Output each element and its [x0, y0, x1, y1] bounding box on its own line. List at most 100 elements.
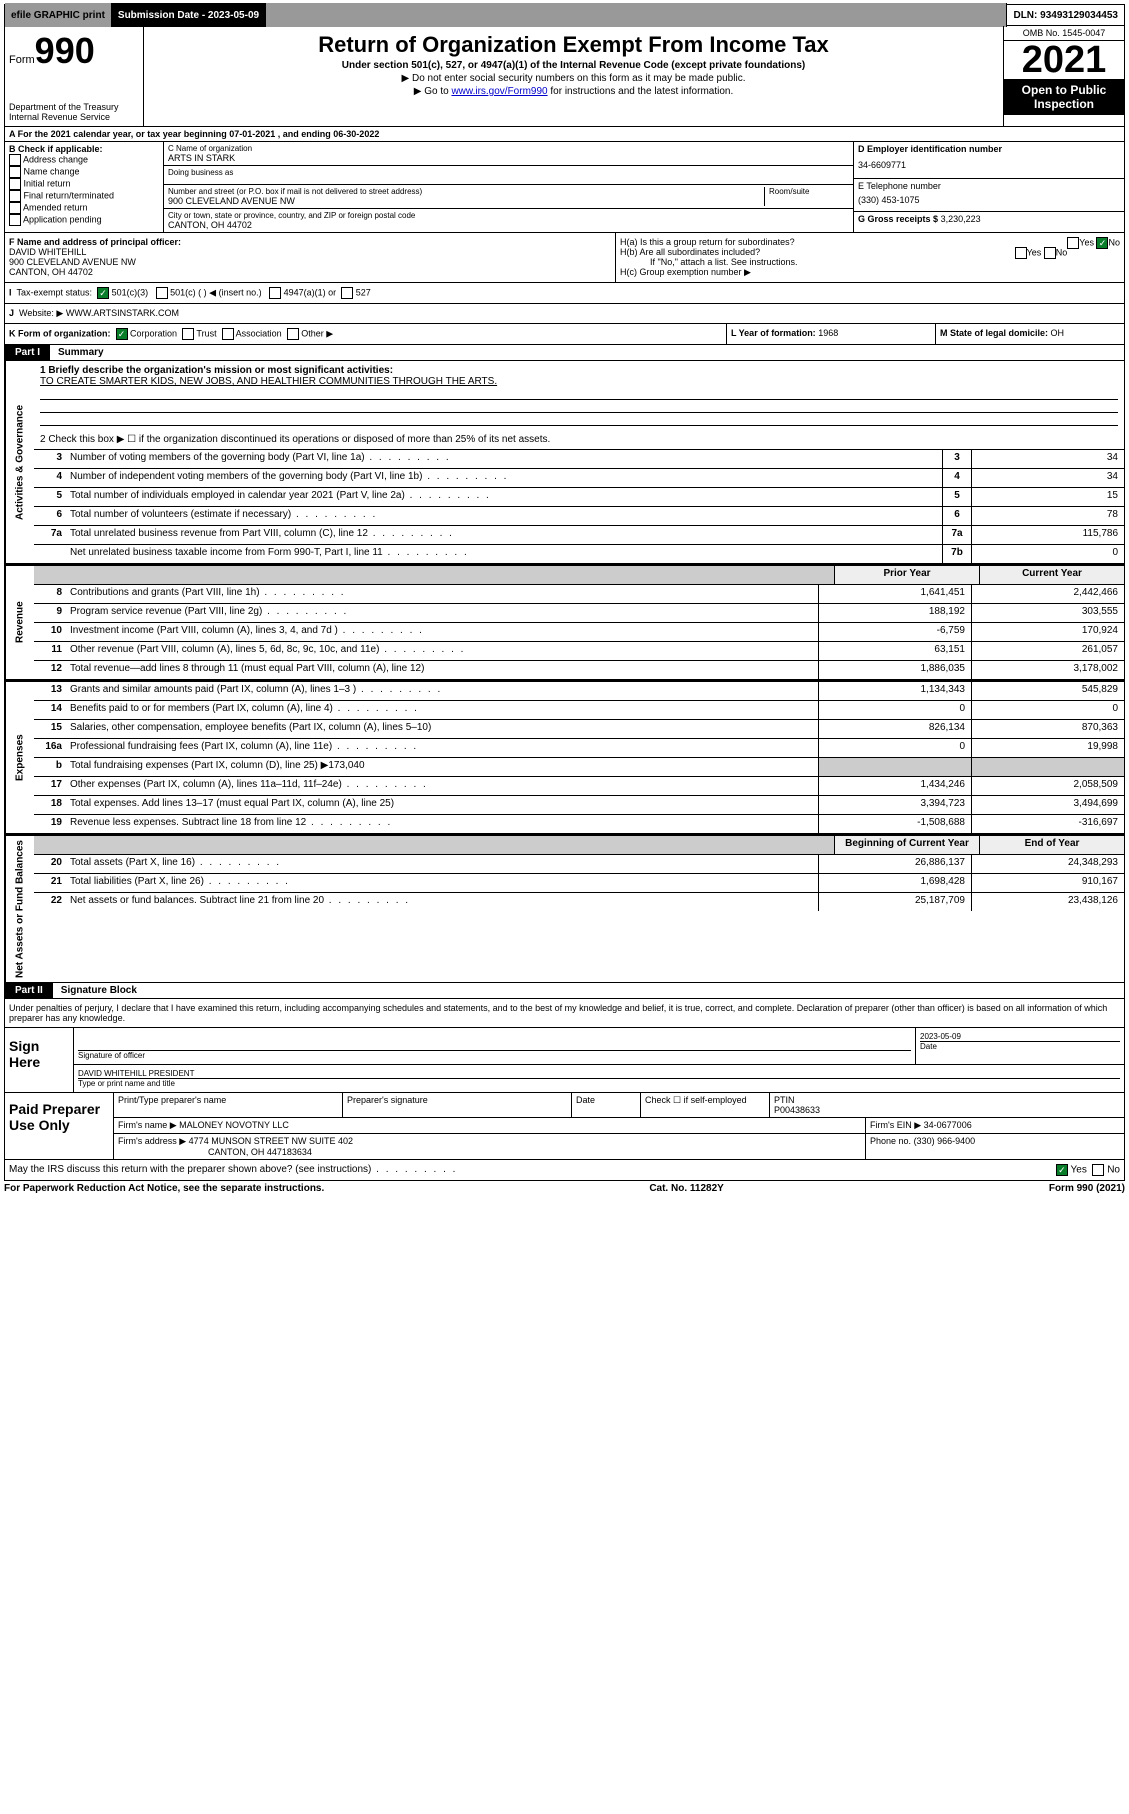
tab-revenue: Revenue: [5, 566, 34, 679]
l19-desc: Revenue less expenses. Subtract line 18 …: [66, 815, 818, 833]
l16a-num: 16a: [34, 739, 66, 757]
ha-yes[interactable]: [1067, 237, 1079, 249]
prep-selfemp[interactable]: Check ☐ if self-employed: [641, 1093, 770, 1117]
l13-curr: 545,829: [971, 682, 1124, 700]
ha-no[interactable]: [1096, 237, 1108, 249]
prep-name-label: Print/Type preparer's name: [114, 1093, 343, 1117]
l12-prior: 1,886,035: [818, 661, 971, 679]
l21-desc: Total liabilities (Part X, line 26): [66, 874, 818, 892]
cb-527[interactable]: [341, 287, 353, 299]
l10-prior: -6,759: [818, 623, 971, 641]
l7b-box: 7b: [942, 545, 971, 563]
website-value[interactable]: WWW.ARTSINSTARK.COM: [66, 308, 179, 318]
expenses-section: Expenses 13Grants and similar amounts pa…: [4, 680, 1125, 834]
l14-prior: 0: [818, 701, 971, 719]
row-j: J Website: ▶ WWW.ARTSINSTARK.COM: [4, 304, 1125, 324]
l9-num: 9: [34, 604, 66, 622]
form-id-box: Form990 Department of the Treasury Inter…: [5, 26, 144, 126]
box-d: D Employer identification number 34-6609…: [853, 142, 1124, 232]
irs-link[interactable]: www.irs.gov/Form990: [451, 86, 547, 97]
part2-title: Signature Block: [53, 983, 145, 998]
cb-address-change[interactable]: Address change: [9, 154, 159, 166]
l12-desc: Total revenue—add lines 8 through 11 (mu…: [66, 661, 818, 679]
efile-label[interactable]: efile GRAPHIC print: [5, 3, 112, 27]
officer-addr1: 900 CLEVELAND AVENUE NW: [9, 257, 611, 267]
ein-value: 34-6609771: [858, 154, 1120, 176]
cb-501c3[interactable]: [97, 287, 109, 299]
cb-initial-return[interactable]: Initial return: [9, 178, 159, 190]
hb-no[interactable]: [1044, 247, 1056, 259]
col-prior: Prior Year: [834, 566, 979, 584]
governance-section: Activities & Governance 1 Briefly descri…: [4, 361, 1125, 564]
l15-num: 15: [34, 720, 66, 738]
part2-header: Part II Signature Block: [4, 983, 1125, 999]
part2-num: Part II: [5, 983, 53, 998]
l20-eoy: 24,348,293: [971, 855, 1124, 873]
year-formation-label: L Year of formation:: [731, 328, 816, 338]
footer-right: Form 990 (2021): [1049, 1183, 1125, 1194]
l15-curr: 870,363: [971, 720, 1124, 738]
l22-num: 22: [34, 893, 66, 911]
net-spacer-n: [34, 836, 66, 854]
l15-prior: 826,134: [818, 720, 971, 738]
cb-trust[interactable]: [182, 328, 194, 340]
rev-spacer-n: [34, 566, 66, 584]
cb-amended-return[interactable]: Amended return: [9, 202, 159, 214]
year-formation-value: 1968: [818, 328, 838, 338]
l12-num: 12: [34, 661, 66, 679]
org-address: 900 CLEVELAND AVENUE NW: [168, 196, 764, 206]
l8-desc: Contributions and grants (Part VIII, lin…: [66, 585, 818, 603]
hb-yes[interactable]: [1015, 247, 1027, 259]
cb-4947[interactable]: [269, 287, 281, 299]
l7b-desc: Net unrelated business taxable income fr…: [66, 545, 942, 563]
rev-spacer-d: [66, 566, 834, 584]
dept-label: Department of the Treasury Internal Reve…: [9, 102, 139, 122]
l11-num: 11: [34, 642, 66, 660]
l7a-desc: Total unrelated business revenue from Pa…: [66, 526, 942, 544]
l18-prior: 3,394,723: [818, 796, 971, 814]
col-current: Current Year: [979, 566, 1124, 584]
part1-header: Part I Summary: [4, 345, 1125, 361]
row-i: I Tax-exempt status: 501(c)(3) 501(c) ( …: [4, 283, 1125, 304]
cb-other[interactable]: [287, 328, 299, 340]
cb-name-change[interactable]: Name change: [9, 166, 159, 178]
box-c: C Name of organization ARTS IN STARK Doi…: [164, 142, 853, 232]
form-header: Form990 Department of the Treasury Inter…: [4, 26, 1125, 127]
gross-value: 3,230,223: [941, 214, 981, 224]
line-a-text: For the 2021 calendar year, or tax year …: [18, 129, 380, 139]
sign-here-row: Sign Here Signature of officer 2023-05-0…: [5, 1027, 1124, 1092]
l3-box: 3: [942, 450, 971, 468]
l18-num: 18: [34, 796, 66, 814]
l14-num: 14: [34, 701, 66, 719]
l7a-box: 7a: [942, 526, 971, 544]
footer: For Paperwork Reduction Act Notice, see …: [4, 1181, 1125, 1196]
cb-corp[interactable]: [116, 328, 128, 340]
phone-label: E Telephone number: [858, 181, 1120, 191]
l4-num: 4: [34, 469, 66, 487]
l19-num: 19: [34, 815, 66, 833]
cb-application-pending[interactable]: Application pending: [9, 214, 159, 226]
l14-curr: 0: [971, 701, 1124, 719]
firm-addr2: CANTON, OH 447183634: [118, 1147, 312, 1157]
org-name: ARTS IN STARK: [168, 153, 849, 163]
l4-desc: Number of independent voting members of …: [66, 469, 942, 487]
part1-num: Part I: [5, 345, 50, 360]
l19-prior: -1,508,688: [818, 815, 971, 833]
l6-box: 6: [942, 507, 971, 525]
l17-prior: 1,434,246: [818, 777, 971, 795]
cb-final-return[interactable]: Final return/terminated: [9, 190, 159, 202]
org-name-label: C Name of organization: [168, 144, 849, 153]
cb-assoc[interactable]: [222, 328, 234, 340]
firm-name-value: MALONEY NOVOTNY LLC: [179, 1120, 289, 1130]
discuss-yes[interactable]: [1056, 1164, 1068, 1176]
discuss-no[interactable]: [1092, 1164, 1104, 1176]
inspection-label: Open to Public Inspection: [1004, 79, 1124, 115]
cb-501c[interactable]: [156, 287, 168, 299]
part1-title: Summary: [50, 345, 112, 360]
l5-desc: Total number of individuals employed in …: [66, 488, 942, 506]
l9-prior: 188,192: [818, 604, 971, 622]
addr-label: Number and street (or P.O. box if mail i…: [168, 187, 764, 196]
footer-mid: Cat. No. 11282Y: [649, 1183, 723, 1194]
l22-desc: Net assets or fund balances. Subtract li…: [66, 893, 818, 911]
sig-declaration: Under penalties of perjury, I declare th…: [5, 999, 1124, 1027]
